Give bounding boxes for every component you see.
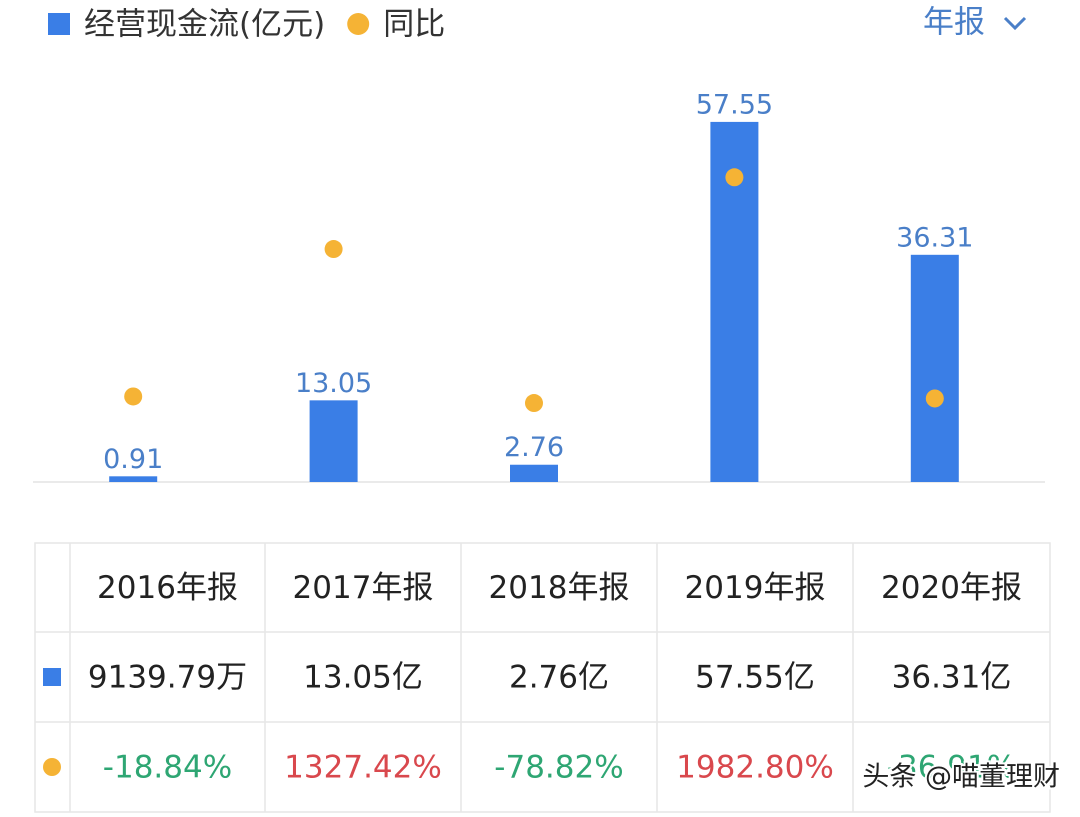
legend-marker: [347, 13, 370, 35]
table-cell: 1982.80%: [676, 750, 834, 786]
table-cell: 57.55亿: [695, 660, 815, 696]
table-cell: 36.31亿: [892, 660, 1012, 696]
bar: [510, 464, 558, 482]
table-cell: 9139.79万: [88, 660, 247, 696]
bar: [309, 400, 358, 482]
watermark: 头条 @喵董理财: [862, 762, 1060, 793]
legend-label: 经营现金流(亿元): [84, 7, 325, 43]
point: [925, 389, 944, 408]
table-cell: 1327.42%: [284, 750, 442, 786]
table-header: 2018年报: [489, 570, 630, 606]
table-cell: 13.05亿: [303, 660, 423, 696]
table-cell: 2.76亿: [509, 660, 609, 696]
table-header: 2017年报: [293, 570, 434, 606]
period-selector[interactable]: 年报: [923, 5, 1027, 41]
period-label[interactable]: 年报: [923, 5, 985, 41]
point: [124, 387, 143, 406]
table-border: [34, 542, 1051, 813]
bar: [910, 254, 959, 482]
table-header: 2016年报: [97, 570, 238, 606]
legend-label: 同比: [383, 7, 445, 43]
chevron[interactable]: [1003, 16, 1027, 31]
table-header: 2019年报: [685, 570, 826, 606]
table-cell: -36.91%: [887, 750, 1016, 786]
bar: [109, 476, 158, 482]
legend-marker: [48, 13, 70, 35]
table-cell: -18.84%: [103, 750, 232, 786]
table-header: 2020年报: [881, 570, 1022, 606]
data-label: 36.31: [896, 222, 973, 253]
point: [324, 240, 343, 259]
row-marker: [43, 668, 61, 686]
row-marker: [43, 758, 61, 776]
point: [725, 168, 744, 187]
data-label: 57.55: [696, 89, 773, 120]
data-label: 0.91: [103, 444, 163, 475]
point: [525, 394, 543, 413]
data-label: 2.76: [504, 432, 564, 463]
table-cell: -78.82%: [494, 750, 623, 786]
data-label: 13.05: [295, 368, 372, 399]
